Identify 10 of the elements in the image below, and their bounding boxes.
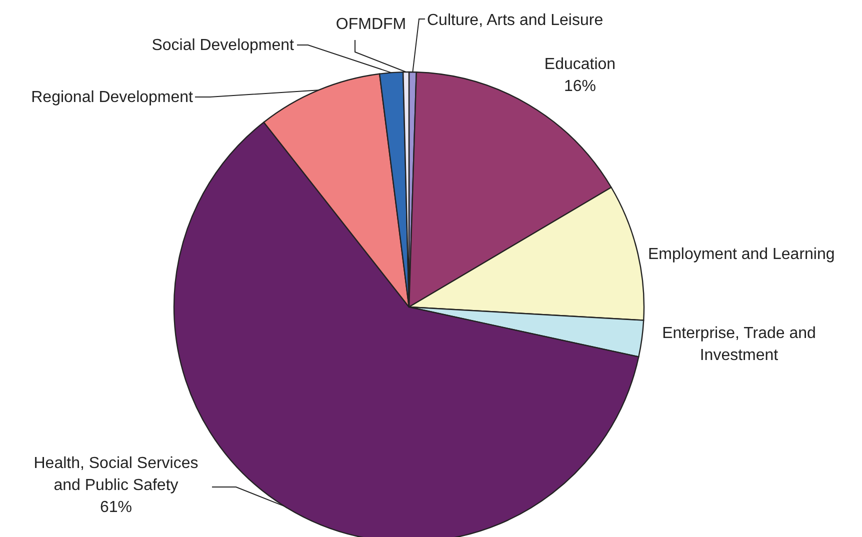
slice-label: Health, Social Services and Public Safety bbox=[34, 455, 198, 494]
slice-label: Enterprise, Trade and Investment bbox=[662, 325, 816, 364]
slice-label: Regional Development bbox=[31, 89, 194, 106]
slice-label: Employment and Learning bbox=[648, 246, 835, 263]
data-label: 16% bbox=[564, 78, 596, 95]
slice-label: OFMDFM bbox=[336, 16, 406, 33]
slice-label: Education bbox=[544, 56, 616, 73]
slice-label: Social Development bbox=[152, 37, 295, 54]
slice-label: Culture, Arts and Leisure bbox=[427, 12, 604, 29]
data-label: 61% bbox=[100, 499, 132, 516]
